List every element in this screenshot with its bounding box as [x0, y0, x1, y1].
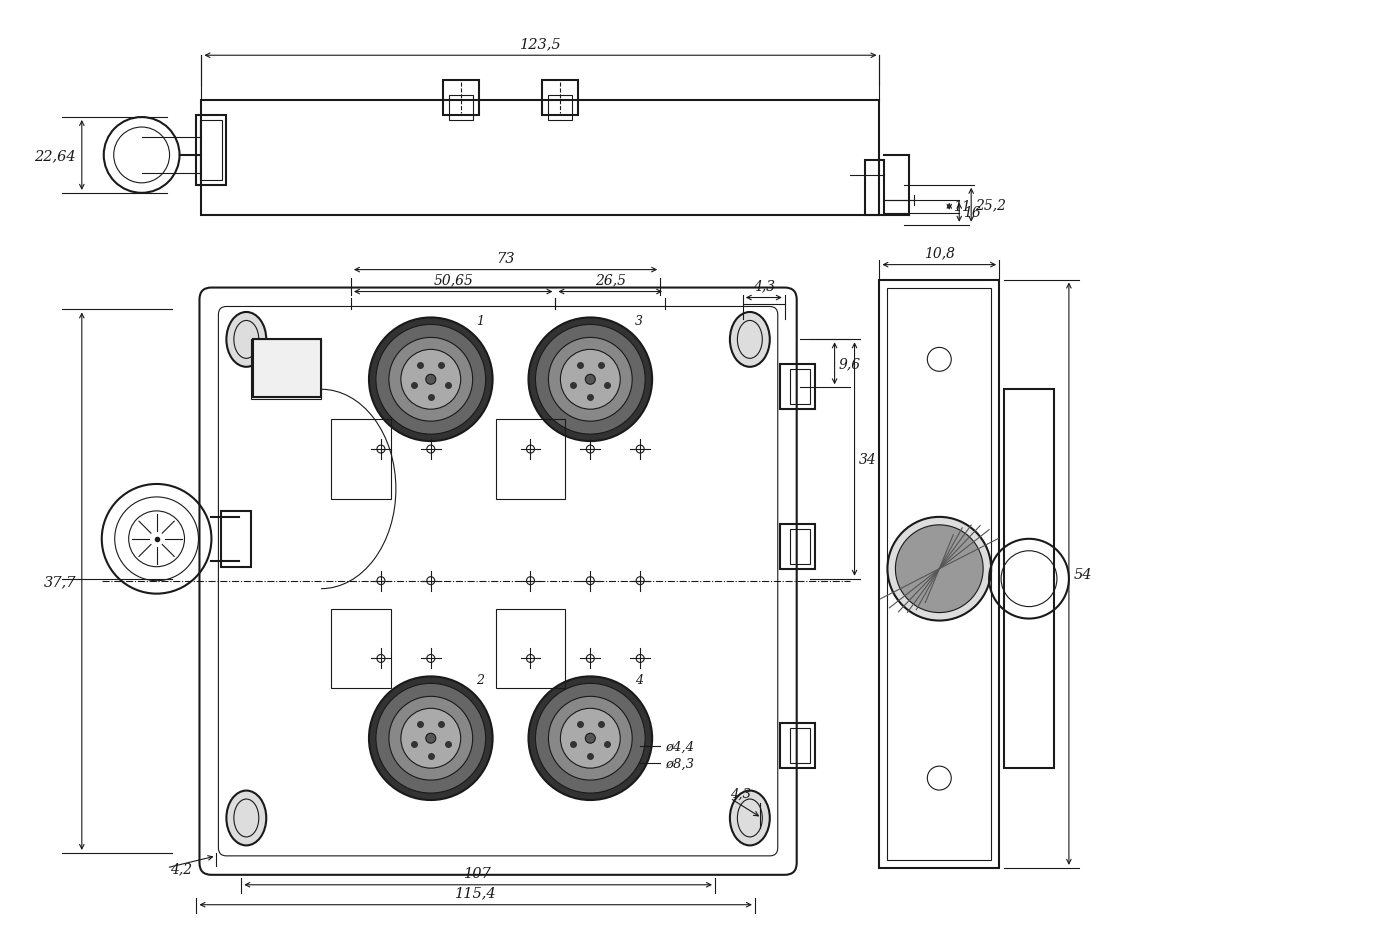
Text: 3: 3: [636, 315, 643, 329]
Circle shape: [895, 525, 983, 613]
Text: 1: 1: [475, 315, 484, 329]
Ellipse shape: [226, 312, 266, 367]
Circle shape: [369, 677, 492, 801]
Text: 25,2: 25,2: [976, 198, 1006, 212]
Circle shape: [369, 318, 492, 442]
Ellipse shape: [730, 312, 769, 367]
Circle shape: [528, 318, 652, 442]
Bar: [251, 340, 321, 400]
Text: 11: 11: [953, 200, 972, 214]
Text: 22,64: 22,64: [35, 149, 75, 162]
Bar: [548, 96, 573, 121]
Circle shape: [585, 375, 595, 385]
Text: 73: 73: [496, 251, 514, 265]
Text: 107: 107: [464, 866, 492, 880]
Text: 10,8: 10,8: [924, 246, 955, 261]
Text: 4: 4: [636, 674, 643, 686]
Text: 26,5: 26,5: [595, 273, 626, 287]
Bar: [779, 365, 814, 410]
Text: 9,6: 9,6: [839, 357, 860, 371]
Text: 2: 2: [475, 674, 484, 686]
Text: 115,4: 115,4: [454, 885, 496, 900]
Bar: [201, 121, 223, 180]
Ellipse shape: [730, 791, 769, 846]
Bar: [864, 160, 884, 215]
Text: 37,7: 37,7: [43, 575, 75, 588]
Bar: [202, 101, 880, 215]
Text: 4,3: 4,3: [730, 786, 751, 800]
Bar: [443, 81, 478, 116]
Ellipse shape: [226, 791, 266, 846]
Bar: [542, 81, 579, 116]
Circle shape: [888, 517, 991, 621]
Bar: [888, 288, 991, 860]
Circle shape: [389, 338, 473, 422]
Text: 16: 16: [963, 206, 981, 220]
Circle shape: [401, 709, 460, 768]
Circle shape: [528, 677, 652, 801]
Bar: [332, 420, 390, 499]
Circle shape: [548, 697, 633, 781]
Circle shape: [425, 733, 436, 744]
Bar: [1004, 390, 1054, 768]
Circle shape: [548, 338, 633, 422]
Circle shape: [560, 709, 620, 768]
Bar: [790, 530, 810, 565]
FancyBboxPatch shape: [199, 288, 797, 875]
Bar: [880, 280, 999, 868]
Bar: [790, 370, 810, 405]
Bar: [332, 609, 390, 688]
Circle shape: [535, 325, 645, 434]
Bar: [496, 420, 566, 499]
Text: 34: 34: [859, 452, 877, 466]
Bar: [779, 524, 814, 569]
Circle shape: [389, 697, 473, 781]
Circle shape: [560, 350, 620, 410]
Text: ø8,3: ø8,3: [665, 757, 694, 769]
Text: 4,2: 4,2: [170, 861, 192, 875]
Text: ø4,4: ø4,4: [665, 740, 694, 753]
Circle shape: [376, 325, 485, 434]
Text: 54: 54: [1073, 567, 1093, 582]
Circle shape: [535, 683, 645, 793]
Text: 50,65: 50,65: [434, 273, 473, 287]
Bar: [197, 116, 226, 186]
Circle shape: [425, 375, 436, 385]
Bar: [222, 512, 251, 567]
Circle shape: [376, 683, 485, 793]
Circle shape: [585, 733, 595, 744]
Bar: [254, 340, 321, 397]
Bar: [790, 729, 810, 764]
Text: 123,5: 123,5: [520, 37, 562, 51]
Bar: [779, 723, 814, 768]
Bar: [449, 96, 473, 121]
Bar: [496, 609, 566, 688]
Circle shape: [401, 350, 460, 410]
Text: 4,3: 4,3: [753, 279, 775, 294]
